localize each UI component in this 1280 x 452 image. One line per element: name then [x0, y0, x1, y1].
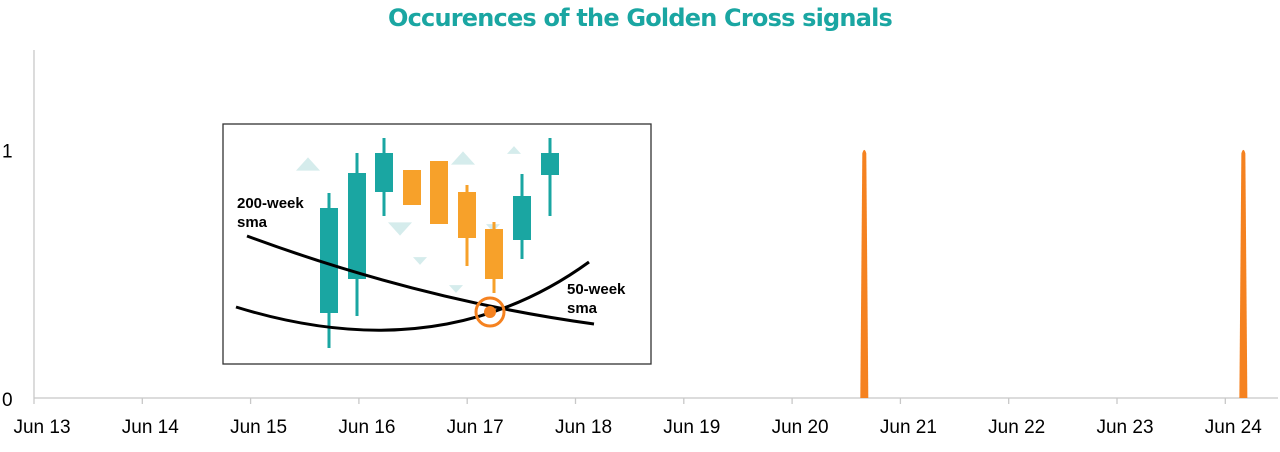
- x-tick-label: Jun 18: [555, 417, 612, 438]
- sma-200-label-line2: sma: [237, 214, 268, 231]
- golden-cross-dot: [484, 306, 496, 318]
- sma-200-label-line1: 200-week: [237, 195, 304, 212]
- y-tick-label: 0: [2, 390, 13, 411]
- golden-cross-illustration: 200-week sma 50-week sma: [222, 123, 652, 365]
- illustration-frame: [222, 123, 652, 365]
- signal-spike: [1239, 149, 1248, 398]
- candle-body: [348, 173, 366, 279]
- candle-body: [403, 170, 421, 205]
- down-arrow-icon: [413, 257, 427, 265]
- chart-title: Occurences of the Golden Cross signals: [387, 4, 893, 32]
- sma-50-label-line2: sma: [567, 300, 598, 317]
- sma-50-curve: [235, 260, 590, 332]
- x-tick-label: Jun 23: [1096, 417, 1153, 438]
- x-tick-label: Jun 14: [122, 417, 179, 438]
- candle-body: [485, 229, 503, 279]
- y-ticks: 01: [2, 141, 13, 411]
- candle-body: [541, 153, 559, 175]
- x-tick-label: Jun 13: [13, 417, 70, 438]
- x-ticks: Jun 13 Jun 14 Jun 15 Jun 16 Jun 17 Jun 18 Jun …: [13, 398, 1262, 438]
- candle-body: [320, 208, 338, 313]
- candle-body: [458, 192, 476, 238]
- up-arrow-icon: [296, 157, 320, 171]
- candle-body: [375, 153, 393, 192]
- x-tick-label: Jun 24: [1205, 417, 1262, 438]
- illustration-arrows: [296, 146, 521, 293]
- golden-cross-marker: [474, 296, 506, 328]
- y-tick-label: 1: [2, 141, 13, 162]
- x-tick-label: Jun 17: [447, 417, 504, 438]
- candle-body: [430, 161, 448, 224]
- x-tick-label: Jun 15: [230, 417, 287, 438]
- up-arrow-icon: [507, 146, 521, 154]
- x-tick-label: Jun 21: [880, 417, 937, 438]
- axes: [33, 50, 1278, 399]
- x-tick-label: Jun 20: [772, 417, 829, 438]
- x-tick-label: Jun 16: [338, 417, 395, 438]
- up-arrow-icon: [451, 151, 475, 165]
- candle-body: [513, 196, 531, 240]
- sma-50-label-line1: 50-week: [567, 281, 626, 298]
- down-arrow-icon: [388, 222, 412, 236]
- down-arrow-icon: [449, 285, 463, 293]
- sma-200-curve: [246, 234, 595, 326]
- x-tick-label: Jun 19: [663, 417, 720, 438]
- signal-spike: [860, 149, 869, 398]
- x-tick-label: Jun 22: [988, 417, 1045, 438]
- illustration-candles: [320, 138, 559, 348]
- signal-series: [860, 149, 1248, 398]
